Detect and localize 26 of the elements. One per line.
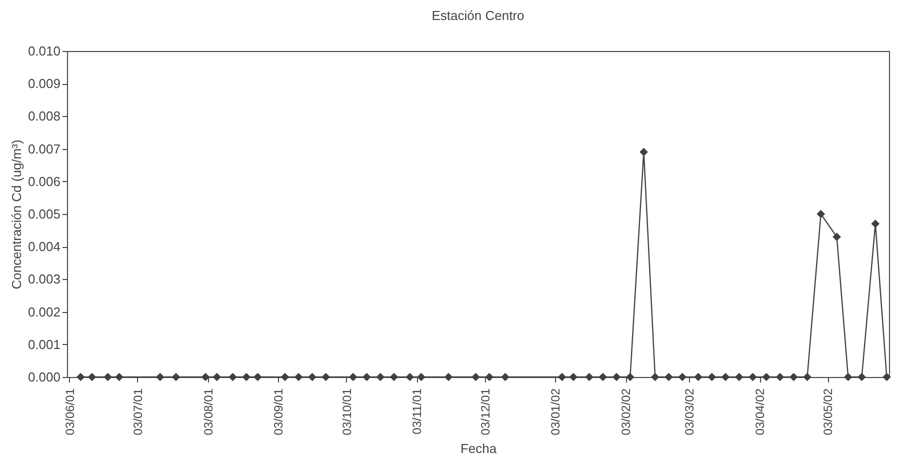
- y-tick-label: 0.006: [28, 174, 60, 189]
- y-tick-label: 0.001: [28, 336, 60, 352]
- y-tick-label: 0.010: [28, 44, 60, 58]
- y-tick-label: 0.002: [28, 304, 60, 320]
- y-tick-label: 0.009: [28, 76, 60, 92]
- chart-title: Estación Centro: [432, 8, 524, 23]
- y-tick-label: 0.000: [28, 370, 60, 384]
- y-tick-label: 0.008: [28, 108, 60, 124]
- y-tick-label: 0.004: [28, 239, 60, 254]
- y-axis-title: Concentración Cd (ug/m³): [8, 140, 24, 290]
- y-tick-label: 0.007: [28, 141, 60, 156]
- y-tick-label: 0.003: [28, 272, 60, 287]
- x-tick-label: 03/03/02: [682, 388, 697, 436]
- x-tick-label: 03/10/01: [340, 388, 354, 436]
- y-tick-label: 0.005: [28, 206, 60, 222]
- x-tick-label: 03/12/01: [478, 388, 492, 436]
- x-tick-label: 03/11/01: [410, 388, 424, 434]
- x-tick-label: 03/07/01: [130, 388, 145, 436]
- x-tick-label: 03/01/02: [548, 388, 563, 436]
- x-tick-label: 03/06/01: [62, 388, 77, 436]
- x-tick-label: 03/09/01: [272, 388, 286, 436]
- x-tick-label: 03/08/01: [201, 388, 216, 436]
- x-tick-label: 03/02/02: [619, 388, 634, 436]
- x-tick-label: 03/04/02: [753, 388, 768, 436]
- x-tick-label: 03/05/02: [821, 388, 836, 436]
- x-axis-title: Fecha: [460, 441, 498, 456]
